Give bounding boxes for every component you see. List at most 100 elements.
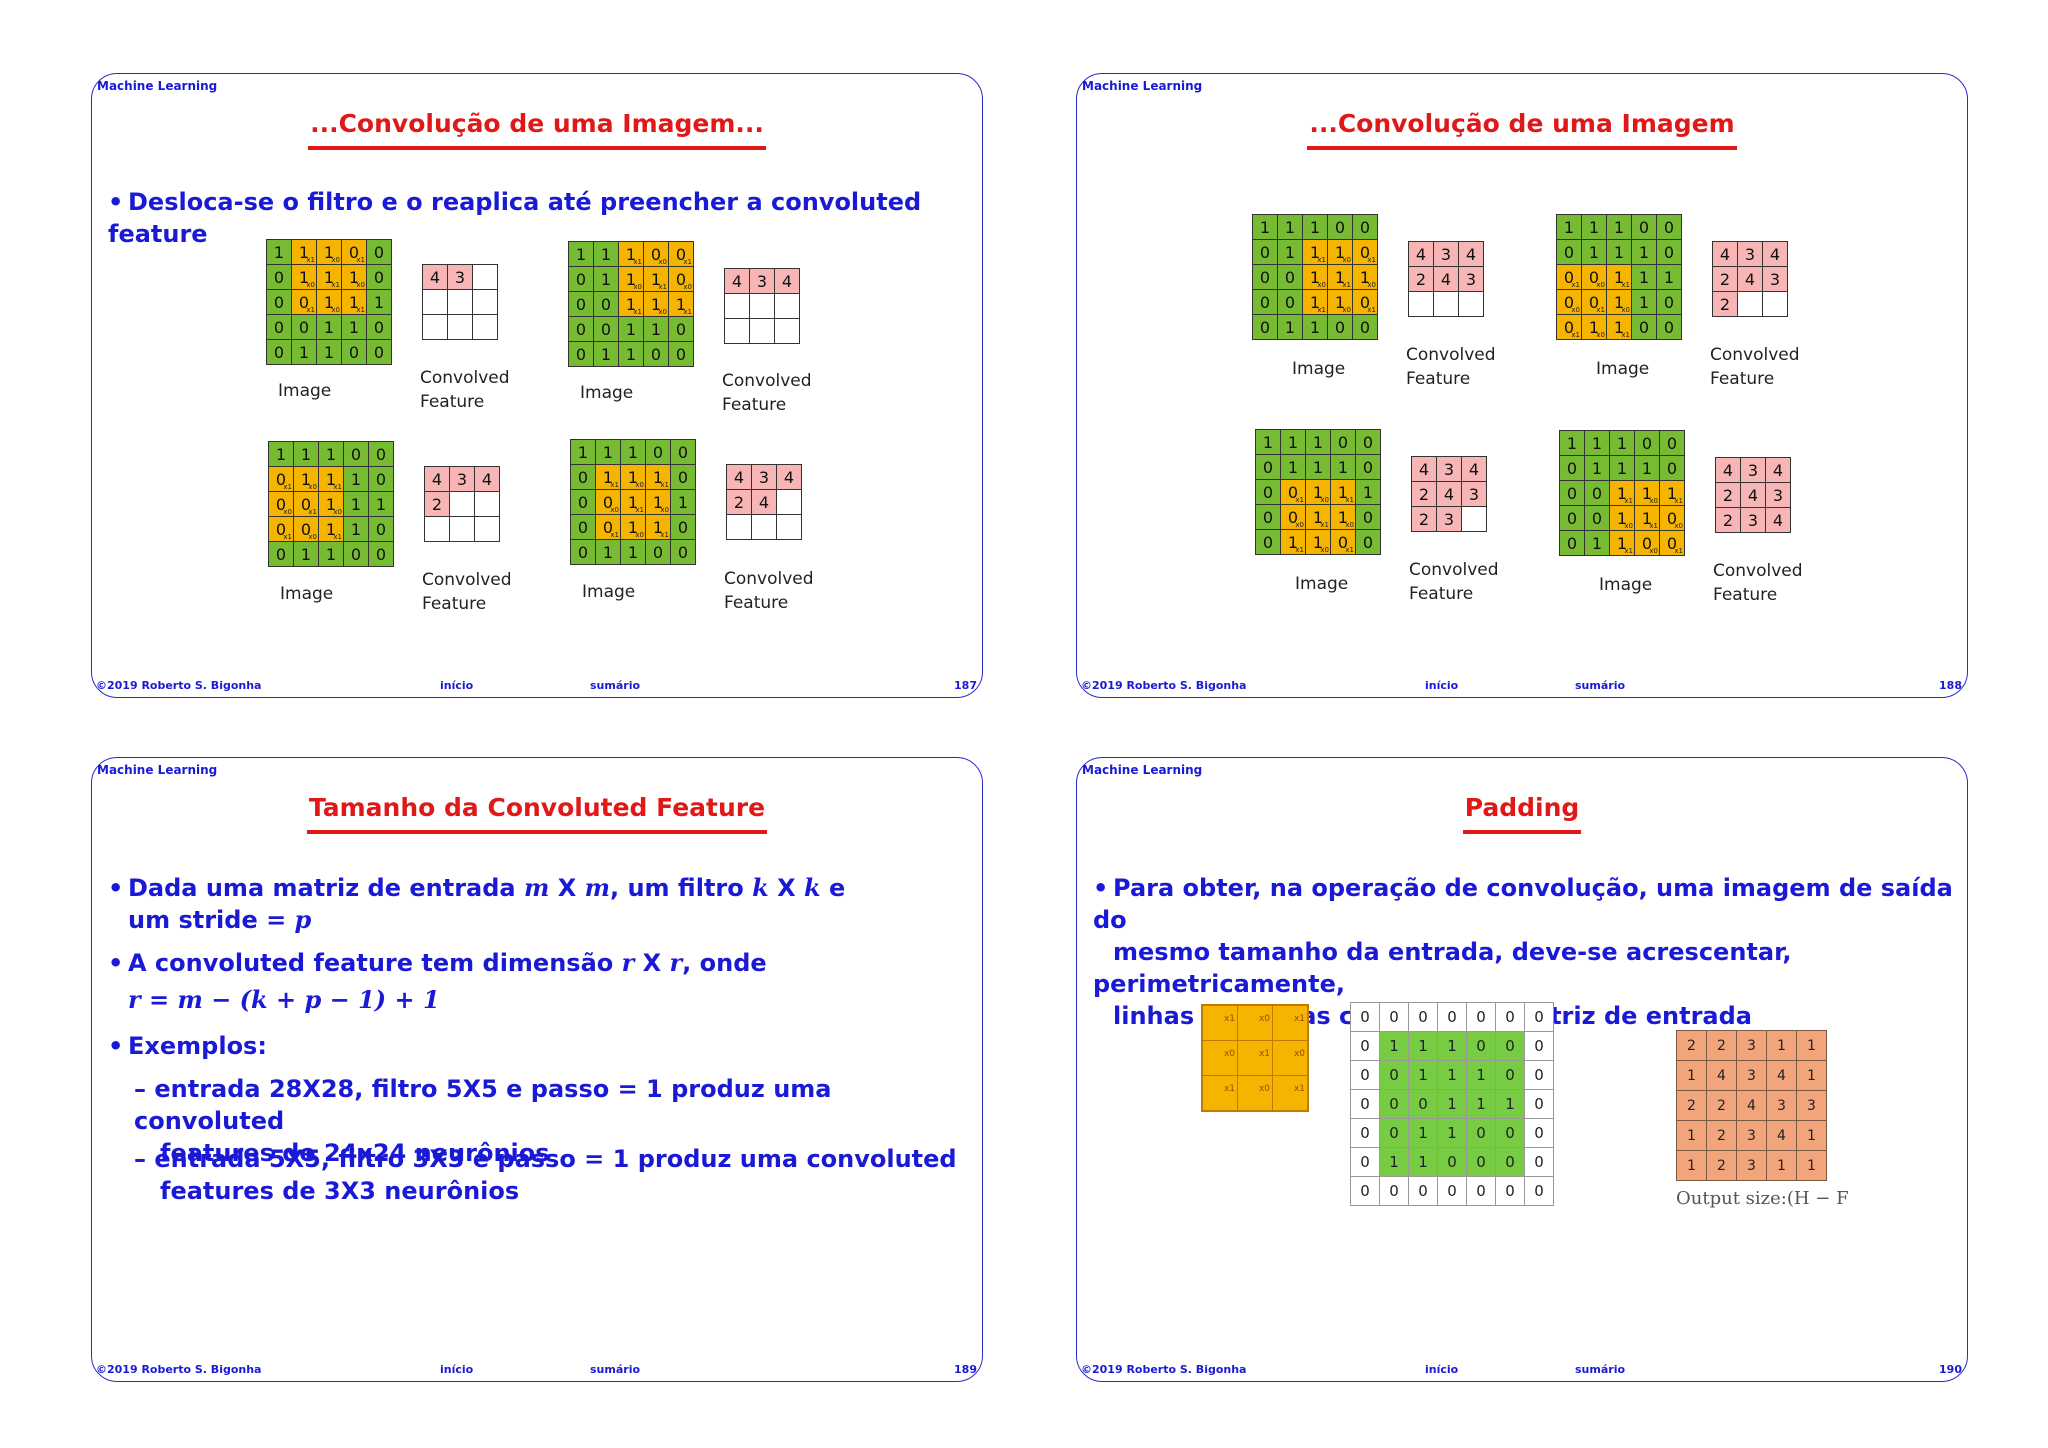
image-cell: 0 [1656, 289, 1682, 315]
input-cell: 0 [1466, 1031, 1496, 1061]
footer-inicio-link[interactable]: início [440, 1363, 474, 1376]
output-cell: 1 [1676, 1150, 1707, 1181]
image-cell: 1 [1606, 239, 1632, 265]
feature-cell [726, 514, 752, 540]
slide-title: ...Convolução de uma Imagem... [92, 109, 982, 150]
image-cell: 1 [1609, 430, 1635, 456]
image-cell: 1 [1634, 455, 1660, 481]
padding-cell: 0 [1524, 1060, 1554, 1090]
image-cell: 0 [1252, 314, 1278, 340]
filter-cell: 0 x1 [1581, 289, 1607, 315]
image-cell: 0 [1252, 264, 1278, 290]
filter-cell: 1 x1 [318, 466, 344, 492]
kernel-weight: x1 [1293, 1014, 1305, 1024]
kernel-cell: x1 [1201, 1004, 1238, 1041]
footer-inicio-link[interactable]: início [1425, 679, 1459, 692]
footer-inicio-link[interactable]: início [1425, 1363, 1459, 1376]
kernel-weight: x1 [1293, 1084, 1305, 1094]
padding-cell: 0 [1350, 1176, 1380, 1206]
filter-cell: 0 x1 [1556, 264, 1582, 290]
page-number: 187 [954, 679, 977, 692]
footer-sumario-link[interactable]: sumário [1575, 1363, 1626, 1376]
image-cell: 0 [1255, 454, 1281, 480]
footer-sumario-link[interactable]: sumário [590, 679, 641, 692]
filter-cell: 1 x0 [1606, 289, 1632, 315]
filter-cell: 1 x1 [618, 241, 644, 267]
image-cell: 1 [266, 239, 292, 265]
feature-cell [776, 489, 802, 515]
kernel-weight: x1 [1223, 1084, 1235, 1094]
footer-sumario-link[interactable]: sumário [590, 1363, 641, 1376]
filter-cell: 0 x1 [1659, 530, 1685, 556]
image-cell: 1 [291, 339, 317, 365]
slide-header: Machine Learning [97, 79, 218, 93]
image-cell: 0 [366, 339, 392, 365]
footer-author: ©2019 Roberto S. Bigonha [96, 679, 262, 692]
feature-cell [472, 289, 498, 315]
footer-sumario-link[interactable]: sumário [1575, 679, 1626, 692]
label-line: Feature [1409, 584, 1474, 604]
output-cell: 1 [1796, 1060, 1827, 1091]
page-number: 188 [1939, 679, 1962, 692]
filter-cell: 1 x1 [1330, 479, 1356, 505]
image-cell: 1 [316, 339, 342, 365]
image-cell: 0 [645, 539, 671, 565]
feature-cell [774, 318, 800, 344]
label-line: Convolved [722, 371, 812, 391]
feature-cell: 3 [1737, 241, 1763, 267]
image-label: Image [278, 381, 332, 401]
output-cell: 2 [1706, 1090, 1737, 1121]
input-cell: 1 [1495, 1089, 1525, 1119]
feature-cell [776, 514, 802, 540]
image-cell: 0 [568, 316, 594, 342]
bullet-dimension: • A convoluted feature tem dimensão r X r… [108, 948, 767, 977]
footer-inicio-link[interactable]: início [440, 679, 474, 692]
image-cell: 0 [1355, 529, 1381, 555]
padding-cell: 0 [1495, 1176, 1525, 1206]
filter-cell: 0 x0 [1556, 289, 1582, 315]
filter-cell: 1 x1 [620, 489, 646, 515]
footer-author: ©2019 Roberto S. Bigonha [1081, 1363, 1247, 1376]
filter-cell: 0 x0 [1280, 504, 1306, 530]
image-cell: 1 [618, 341, 644, 367]
slide-189: Machine Learning Tamanho da Convoluted F… [91, 757, 983, 1382]
filter-cell: 0 x1 [268, 516, 294, 542]
image-cell: 0 [266, 314, 292, 340]
image-cell: 0 [1659, 455, 1685, 481]
image-cell: 0 [368, 466, 394, 492]
feature-cell: 4 [724, 268, 750, 294]
feature-cell [422, 314, 448, 340]
image-cell: 1 [1305, 429, 1331, 455]
image-cell: 1 [1631, 264, 1657, 290]
padding-cell: 0 [1350, 1060, 1380, 1090]
label-line: Convolved [1710, 345, 1800, 365]
filter-cell: 0 x1 [1352, 289, 1378, 315]
image-cell: 0 [291, 314, 317, 340]
image-cell: 1 [1584, 530, 1610, 556]
image-cell: 0 [1656, 314, 1682, 340]
filter-cell: 1 x0 [293, 466, 319, 492]
filter-cell: 0 x1 [668, 241, 694, 267]
filter-cell: 0 x0 [1581, 264, 1607, 290]
filter-cell: 1 x0 [1327, 289, 1353, 315]
feature-cell [472, 314, 498, 340]
output-cell: 4 [1766, 1060, 1797, 1091]
image-cell: 0 [670, 514, 696, 540]
output-cell: 3 [1736, 1150, 1767, 1181]
output-cell: 1 [1676, 1060, 1707, 1091]
padding-cell: 0 [1350, 1002, 1380, 1032]
feature-cell [724, 293, 750, 319]
page-number: 189 [954, 1363, 977, 1376]
feature-cell [1433, 291, 1459, 317]
image-cell: 1 [1277, 314, 1303, 340]
padding-cell: 0 [1437, 1002, 1467, 1032]
filter-cell: 1 x1 [1609, 480, 1635, 506]
image-grid: 1 1 1 0 0 0 1 1 1 0 0 0 1 x1 1 x0 1 x1 0 0 1 x0 1 x1 0 x0 0 1 1 x1 0 x0… [1559, 430, 1685, 556]
label-line: Feature [722, 395, 787, 415]
feature-cell: 4 [1458, 241, 1484, 267]
filter-cell: 0 x1 [595, 514, 621, 540]
filter-cell: 1 x1 [341, 289, 367, 315]
image-cell: 0 [1355, 454, 1381, 480]
output-cell: 4 [1766, 1120, 1797, 1151]
